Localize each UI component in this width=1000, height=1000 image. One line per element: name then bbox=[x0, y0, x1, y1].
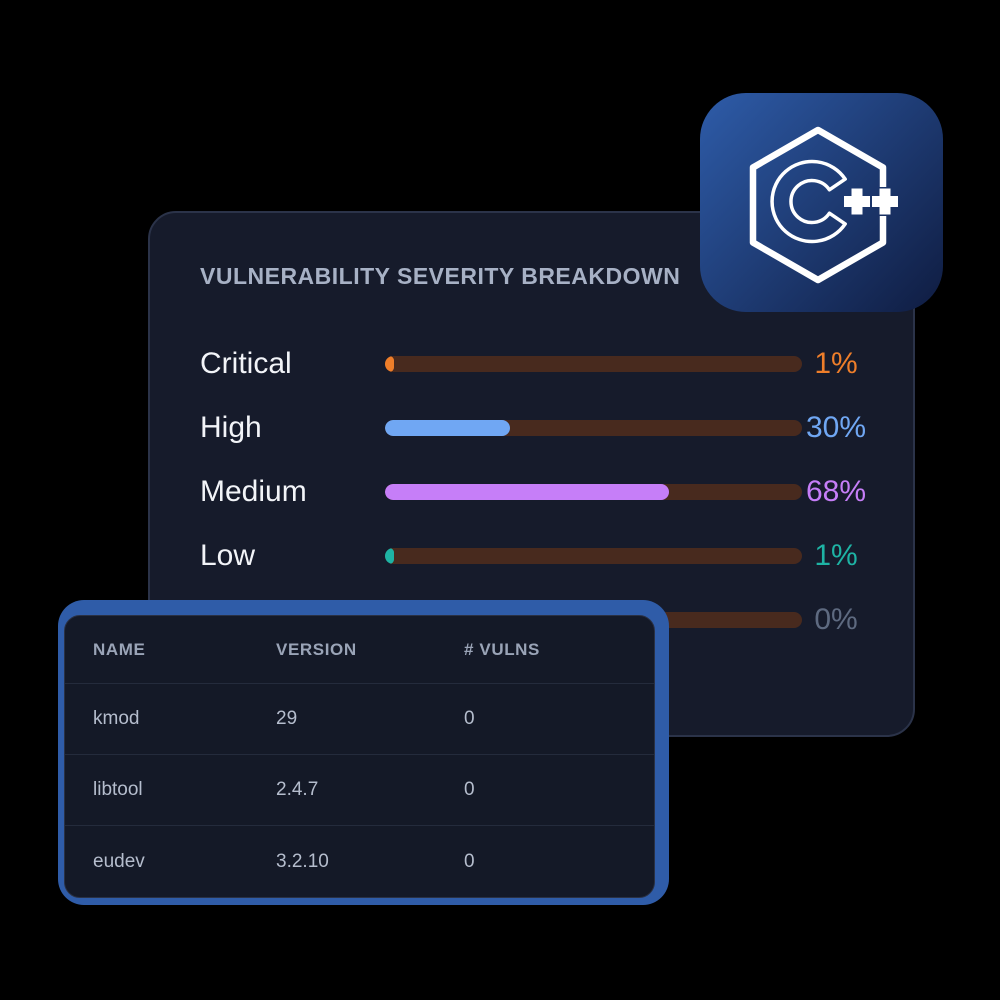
bar-row-high: High 30% bbox=[200, 396, 913, 460]
cpp-logo-icon bbox=[700, 93, 943, 312]
cell-name: libtool bbox=[93, 779, 143, 800]
cell-version: 3.2.10 bbox=[276, 850, 329, 872]
packages-table: NAME VERSION # VULNS kmod 29 0 libtool 2… bbox=[64, 615, 655, 898]
table-row: eudev 3.2.10 0 bbox=[65, 826, 654, 897]
bar-fill bbox=[385, 420, 511, 436]
table-row: kmod 29 0 bbox=[65, 684, 654, 755]
c-glyph-icon bbox=[770, 159, 847, 244]
hexagon-icon bbox=[749, 126, 887, 284]
card-title: VULNERABILITY SEVERITY BREAKDOWN bbox=[200, 263, 681, 289]
bar-label: Low bbox=[200, 539, 256, 572]
cell-vulns: 0 bbox=[464, 708, 475, 729]
cpp-badge bbox=[700, 93, 943, 312]
badge-background bbox=[700, 93, 943, 312]
cell-version: 2.4.7 bbox=[276, 779, 319, 800]
bar-track bbox=[385, 484, 802, 500]
column-header-version: VERSION bbox=[276, 639, 357, 659]
bar-percent: 1% bbox=[814, 347, 858, 380]
bar-row-critical: Critical 1% bbox=[200, 332, 913, 396]
bar-fill bbox=[385, 548, 394, 564]
plus-plus-icon bbox=[844, 188, 898, 215]
bar-track bbox=[385, 548, 802, 564]
bar-track bbox=[385, 420, 802, 436]
bar-label: High bbox=[200, 411, 262, 444]
bar-label: Medium bbox=[200, 475, 307, 508]
bar-percent: 0% bbox=[814, 603, 858, 636]
bar-track bbox=[385, 356, 802, 372]
bar-label: Critical bbox=[200, 347, 292, 380]
bar-percent: 68% bbox=[805, 475, 867, 508]
column-header-vulns: # VULNS bbox=[464, 639, 540, 659]
column-header-name: NAME bbox=[93, 639, 146, 659]
table-row: libtool 2.4.7 0 bbox=[65, 755, 654, 826]
severity-bar-list: Critical 1% High 30% Medium 68% Low 1% bbox=[200, 332, 913, 652]
cell-vulns: 0 bbox=[464, 850, 475, 872]
table-header-row: NAME VERSION # VULNS bbox=[65, 616, 654, 684]
bar-fill bbox=[385, 484, 669, 500]
cell-vulns: 0 bbox=[464, 779, 475, 800]
cell-name: kmod bbox=[93, 708, 140, 729]
bar-percent: 1% bbox=[814, 539, 858, 572]
cell-version: 29 bbox=[276, 708, 298, 729]
packages-table-frame: NAME VERSION # VULNS kmod 29 0 libtool 2… bbox=[58, 600, 669, 905]
bar-row-low: Low 1% bbox=[200, 524, 913, 588]
bar-percent: 30% bbox=[805, 411, 867, 444]
bar-fill bbox=[385, 356, 394, 372]
cell-name: eudev bbox=[93, 850, 145, 872]
bar-row-medium: Medium 68% bbox=[200, 460, 913, 524]
